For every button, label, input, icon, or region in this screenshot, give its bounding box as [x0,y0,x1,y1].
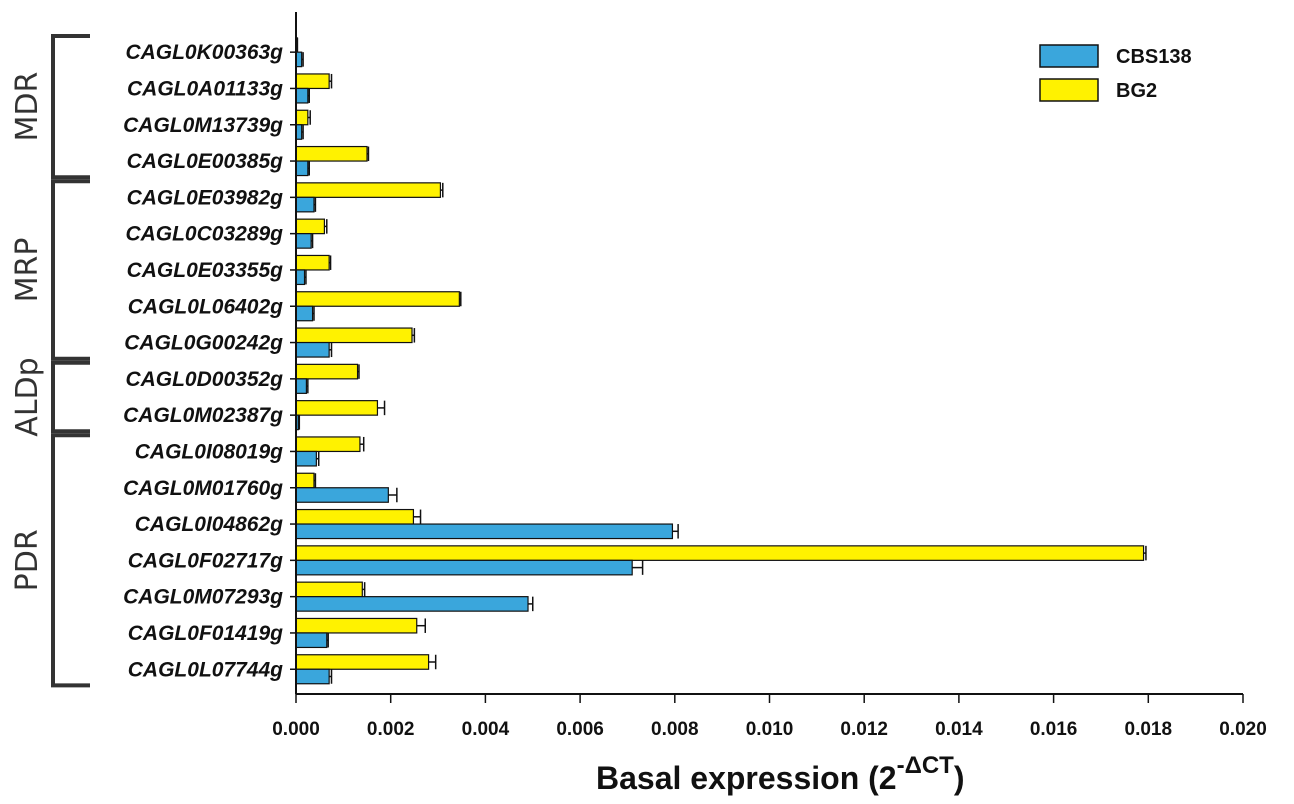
bar-bg2 [295,218,326,235]
bar-cbs138 [295,668,330,685]
x-tick-label: 0.006 [556,719,604,740]
x-tick-label: 0.020 [1219,719,1267,740]
bar-bg2 [295,617,418,634]
bar-bg2 [295,73,330,90]
category-label: CAGL0M13739g [123,114,283,137]
bar-cbs138 [295,487,389,503]
bar-bg2 [295,400,379,416]
bar-cbs138 [295,523,674,540]
bar-bg2 [295,291,460,307]
bar-bg2 [295,508,415,525]
x-axis-label-superscript: -ΔCT [897,752,955,779]
category-label: CAGL0M01760g [123,477,283,500]
group-label: MRP [10,238,45,303]
category-label: CAGL0M07293g [123,586,283,609]
group-label: ALDp [10,357,45,436]
category-label: CAGL0E00385g [127,150,284,173]
category-label: CAGL0M02387g [123,404,283,427]
category-label: CAGL0F01419g [128,622,283,645]
bar-bg2 [295,182,442,198]
x-tick-label: 0.012 [840,719,888,740]
bar-cbs138 [295,341,330,358]
legend-label-bg2: BG2 [1116,80,1157,102]
category-label: CAGL0A01133g [127,77,283,100]
bar-cbs138 [295,559,633,576]
bar-bg2 [295,327,413,344]
group-bracket [51,433,90,688]
bar-cbs138 [295,233,312,249]
category-label: CAGL0F02717g [128,549,283,572]
x-axis-label-close: ) [954,760,965,796]
x-ticks: 0.000 0.002 0.004 0.006 0.008 0.010 0.012 0.014… [272,694,1267,740]
bar-cbs138 [295,160,309,177]
error-bars-layer [296,37,1147,684]
group-bracket [51,179,90,361]
bar-bg2 [295,472,315,489]
bar-cbs138 [295,87,309,104]
bar-cbs138 [295,378,308,394]
bar-cbs138 [295,269,306,286]
x-tick-label: 0.002 [367,719,415,740]
x-axis-label: Basal expression (2-ΔCT) [596,752,964,796]
legend-label-cbs138: CBS138 [1116,46,1192,68]
bar-cbs138 [295,305,314,322]
group-label: MDR [10,72,45,142]
bar-bg2 [295,109,309,126]
bar-bg2 [295,436,361,453]
category-label: CAGL0E03355g [127,259,284,282]
bar-bg2 [295,145,368,162]
category-label: CAGL0L07744g [128,658,283,681]
bar-bg2 [295,581,363,598]
category-label: CAGL0I08019g [135,440,283,463]
x-tick-label: 0.000 [272,719,320,740]
category-label: CAGL0D00352g [125,368,283,391]
x-tick-label: 0.008 [651,719,699,740]
bar-cbs138 [295,596,529,612]
legend-swatch-cbs138 [1039,44,1099,68]
category-label: CAGL0E03982g [127,186,284,209]
bar-cbs138 [295,632,328,649]
x-tick-label: 0.014 [935,719,983,740]
category-label: CAGL0C03289g [125,223,283,246]
category-label: CAGL0K00363g [125,41,283,64]
category-labels: CAGL0K00363g CAGL0A01133g CAGL0M13739g CAGL… [123,41,296,681]
category-label: CAGL0G00242g [124,332,283,355]
legend: CBS138 BG2 [1039,44,1192,102]
x-tick-label: 0.004 [462,719,510,740]
category-label: CAGL0L06402g [128,295,283,318]
x-tick-label: 0.018 [1125,719,1173,740]
x-tick-label: 0.010 [746,719,794,740]
group-brackets: MDR MRP ALDp PDR [10,34,90,688]
bar-bg2 [295,254,330,271]
bar-cbs138 [295,450,317,467]
x-tick-label: 0.016 [1030,719,1078,740]
x-axis-label-main: Basal expression (2 [596,760,897,796]
category-label: CAGL0I04862g [135,513,283,536]
group-bracket [51,360,90,434]
bar-bg2 [295,654,430,670]
bar-bg2 [295,545,1145,561]
legend-swatch-bg2 [1039,78,1099,102]
group-label: PDR [10,529,45,591]
bar-bg2 [295,363,359,380]
group-bracket [51,34,90,180]
bar-cbs138 [295,196,315,213]
bars-layer [295,37,1145,685]
